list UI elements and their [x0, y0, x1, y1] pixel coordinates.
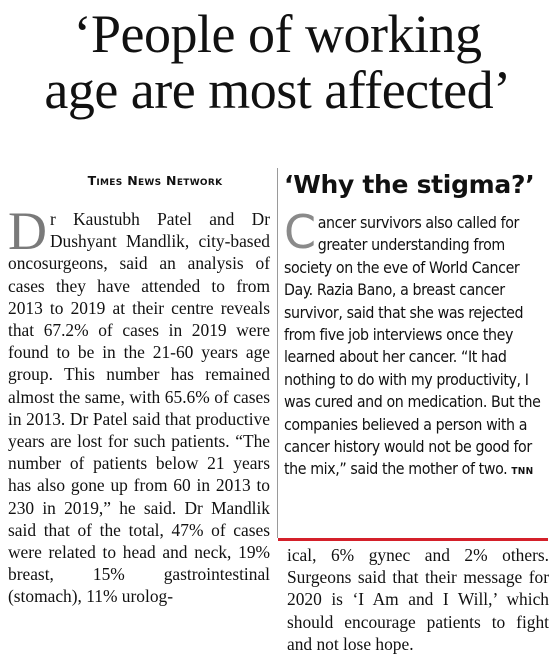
- sidebar-bottom-rule: [278, 538, 548, 541]
- headline-line-1: ‘People of working: [73, 4, 482, 64]
- column-divider: [277, 168, 278, 538]
- main-story-continued-text: ical, 6% gynec and 2% others. Surgeons s…: [287, 545, 549, 654]
- main-story-continued: ical, 6% gynec and 2% others. Surgeons s…: [287, 544, 549, 655]
- main-story-column: D r Kaustubh Patel and Dr Dushyant Mandl…: [8, 201, 270, 608]
- headline-line-2: age are most affected’: [44, 60, 511, 120]
- sidebar-dropcap: C: [284, 205, 316, 259]
- main-story-text: r Kaustubh Patel and Dr Dushyant Mandlik…: [8, 209, 270, 607]
- sidebar-text: ancer survivors also called for greater …: [284, 213, 541, 479]
- sidebar-body: C ancer survivors also called for greate…: [284, 205, 548, 484]
- byline: Times News Network: [87, 173, 223, 188]
- sidebar-signature: TNN: [511, 466, 534, 478]
- sidebar-title: ‘Why the stigma?’: [284, 170, 535, 199]
- main-story-dropcap: D: [8, 201, 47, 261]
- headline: ‘People of working age are most affected…: [0, 6, 555, 118]
